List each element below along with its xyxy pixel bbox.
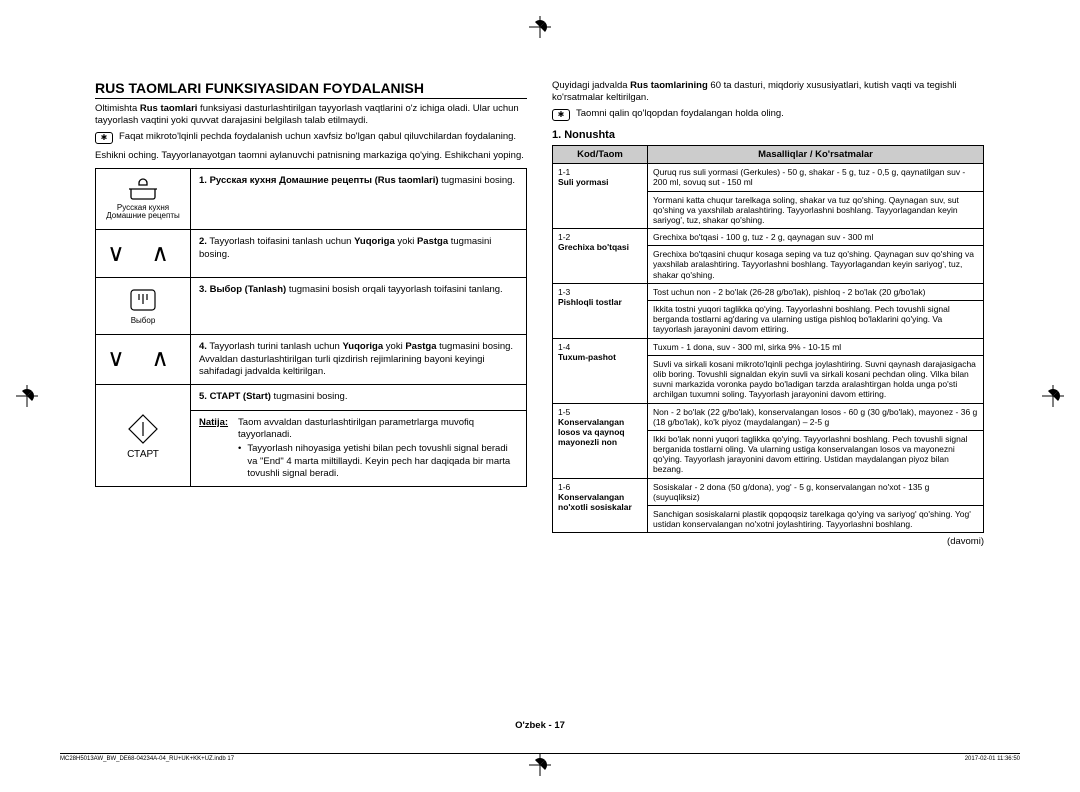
note-text: Taomni qalin qo'lqopdan foydalangan hold… [576,108,784,119]
step5-icon-label: СТАРТ [100,449,186,460]
continued-label: (davomi) [552,536,984,547]
recipe-ingredients: Non - 2 bo'lak (22 g/bo'lak), konservala… [648,403,984,430]
recipe-ingredients: Tuxum - 1 dona, suv - 300 ml, sirka 9% -… [648,338,984,355]
footer-divider [60,753,1020,754]
right-column: Quyidagi jadvalda Rus taomlarining 60 ta… [552,80,984,547]
recipe-code-cell: 1-3Pishloqli tostlar [553,283,648,338]
recipe-ingredients: Sosiskalar - 2 dona (50 g/dona), yog' - … [648,478,984,505]
step1-text: 1. Русская кухня Домашние рецепты (Rus t… [191,168,527,230]
step2-icon-cell: ∨ ∧ [96,230,191,278]
right-intro: Quyidagi jadvalda Rus taomlarining 60 ta… [552,80,984,104]
footer-timestamp: 2017-02-01 11:36:50 [965,756,1020,762]
left-column: RUS TAOMLARI FUNKSIYASIDAN FOYDALANISH O… [95,80,527,547]
step5-text: 5. СТАРТ (Start) tugmasini bosing. [191,385,527,410]
step3-text: 3. Выбор (Tanlash) tugmasini bosish orqa… [191,278,527,335]
step1-icon-label: Русская кухняДомашние рецепты [100,204,186,222]
note-icon: ✱ [552,109,570,121]
note-microwave-safe: ✱ Faqat mikroto'lqinli pechda foydalanis… [95,131,527,144]
recipe-instructions: Sanchigan sosiskalarni plastik qopqoqsiz… [648,506,984,533]
th-kod: Kod/Taom [553,145,648,163]
section-nonushta: 1. Nonushta [552,129,984,141]
note-text: Faqat mikroto'lqinli pechda foydalanish … [119,131,516,142]
steps-table: Русская кухняДомашние рецепты 1. Русская… [95,168,527,488]
recipe-instructions: Grechixa bo'tqasini chuqur kosaga seping… [648,246,984,284]
step3-icon-cell: Выбор [96,278,191,335]
step3-icon-label: Выбор [100,317,186,326]
recipe-ingredients: Tost uchun non - 2 bo'lak (26-28 g/bo'la… [648,283,984,300]
recipe-ingredients: Grechixa bo'tqasi - 100 g, tuz - 2 g, qa… [648,229,984,246]
page-number: O'zbek - 17 [0,720,1080,731]
step5-icon-cell: СТАРТ [96,385,191,487]
footer-filename: MC28H5013AW_BW_DE68-04234A-04_RU+UK+KK+U… [60,756,234,762]
page-title: RUS TAOMLARI FUNKSIYASIDAN FOYDALANISH [95,80,527,99]
step4-icon-cell: ∨ ∧ [96,335,191,385]
recipe-code-cell: 1-2Grechixa bo'tqasi [553,229,648,284]
step2-text: 2. Tayyorlash toifasini tanlash uchun Yu… [191,230,527,278]
recipe-instructions: Yormani katta chuqur tarelkaga soling, s… [648,191,984,229]
recipe-ingredients: Quruq rus suli yormasi (Gerkules) - 50 g… [648,164,984,191]
th-instructions: Masalliqlar / Ko'rsatmalar [648,145,984,163]
recipe-code-cell: 1-5Konservalangan losos va qaynoq mayone… [553,403,648,478]
step1-icon-cell: Русская кухняДомашние рецепты [96,168,191,230]
recipe-instructions: Ikki bo'lak nonni yuqori taglikka qo'yin… [648,430,984,478]
page-content: RUS TAOMLARI FUNKSIYASIDAN FOYDALANISH O… [95,80,985,547]
recipe-instructions: Suvli va sirkali kosani mikroto'lqinli p… [648,355,984,403]
recipe-code-cell: 1-4Tuxum-pashot [553,338,648,403]
step5-result: Natija: Taom avvaldan dasturlashtirilgan… [191,410,527,487]
note-icon: ✱ [95,132,113,144]
recipe-code-cell: 1-1Suli yormasi [553,164,648,229]
recipe-instructions: Ikkita tostni yuqori taglikka qo'ying. T… [648,301,984,339]
intro-text: Oltimishta Rus taomlari funksiyasi dastu… [95,103,527,127]
step4-text: 4. Tayyorlash turini tanlash uchun Yuqor… [191,335,527,385]
recipes-table: Kod/Taom Masalliqlar / Ko'rsatmalar 1-1S… [552,145,984,534]
recipe-code-cell: 1-6Konservalangan no'xotli sosiskalar [553,478,648,533]
open-door-text: Eshikni oching. Tayyorlanayotgan taomni … [95,150,527,162]
note-oven-mitt: ✱ Taomni qalin qo'lqopdan foydalangan ho… [552,108,984,121]
